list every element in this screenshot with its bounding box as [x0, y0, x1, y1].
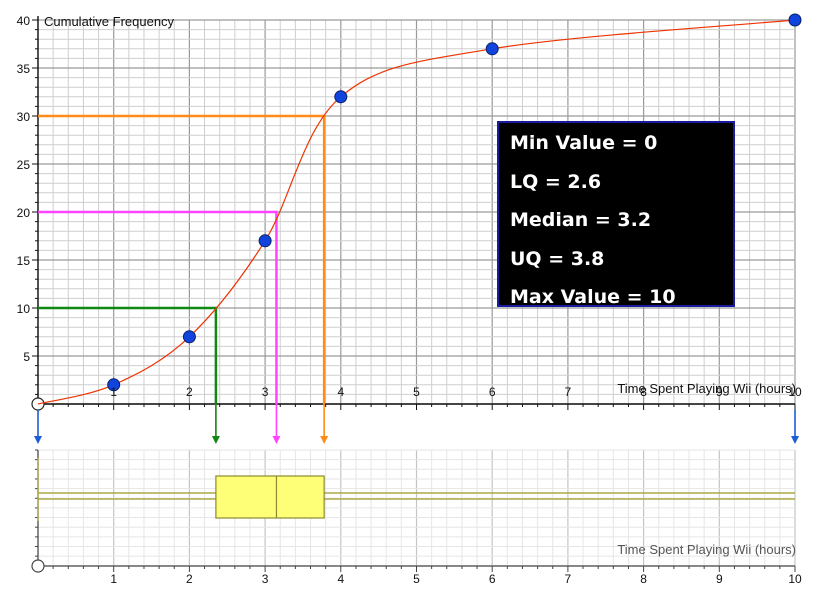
- data-point: [182, 330, 196, 344]
- x-tick-label-bottom: 2: [186, 572, 193, 586]
- x-tick-label-bottom: 3: [262, 572, 269, 586]
- stat-min: Min Value = 0: [510, 132, 658, 154]
- data-point: [485, 42, 499, 56]
- box-plot: [37, 458, 795, 521]
- cumulative-curve: [37, 19, 796, 405]
- y-tick-label: 30: [17, 110, 31, 124]
- data-point: [788, 13, 802, 27]
- x-tick-label-top: 3: [262, 385, 269, 399]
- y-axis-label: Cumulative Frequency: [44, 14, 175, 29]
- statistics-panel: Min Value = 0 LQ = 2.6 Median = 3.2 UQ =…: [497, 121, 735, 308]
- data-point: [107, 378, 121, 392]
- y-tick-label: 35: [17, 62, 31, 76]
- y-tick-label: 20: [17, 206, 31, 220]
- x-tick-label-top: 7: [565, 385, 572, 399]
- guide-arrow: [272, 436, 281, 444]
- x-tick-label-top: 6: [489, 385, 496, 399]
- origin-marker-bottom: [31, 559, 45, 573]
- x-axis-label-top: Time Spent Playing Wii (hours): [617, 381, 796, 396]
- end-arrow: [791, 436, 799, 444]
- guide-arrow: [211, 436, 220, 444]
- guide-line: [38, 210, 278, 404]
- x-tick-label-bottom: 9: [716, 572, 723, 586]
- y-tick-label: 25: [17, 158, 31, 172]
- x-tick-label-bottom: 4: [337, 572, 344, 586]
- x-tick-label-top: 2: [186, 385, 193, 399]
- x-tick-label-bottom: 1: [110, 572, 117, 586]
- x-tick-label-bottom: 10: [788, 572, 802, 586]
- x-axis-label-bottom: Time Spent Playing Wii (hours): [617, 542, 796, 557]
- stat-median: Median = 3.2: [510, 209, 652, 231]
- y-tick-label: 40: [17, 14, 31, 28]
- x-tick-label-top: 8: [640, 385, 647, 399]
- x-tick-label-bottom: 8: [640, 572, 647, 586]
- guide-arrow: [320, 436, 329, 444]
- data-point: [258, 234, 272, 248]
- x-tick-label-top: 4: [337, 385, 344, 399]
- data-points: [107, 13, 802, 392]
- y-tick-label: 10: [17, 302, 31, 316]
- x-tick-label-top: 5: [413, 385, 420, 399]
- bottom-grid: [37, 449, 796, 567]
- stat-lq: LQ = 2.6: [510, 170, 602, 193]
- cumulative-curve-group: [37, 19, 796, 405]
- y-tick-label: 15: [17, 254, 31, 268]
- box: [215, 475, 325, 519]
- tick-labels: 1 2 3 4 5 6 7 8 9 10 5 10 15 20 25 30 35 40 1 2 3 4 5 6 7 8 9 10: [17, 14, 802, 586]
- end-arrow: [34, 436, 42, 444]
- y-tick-label: 5: [23, 350, 30, 364]
- stat-uq: UQ = 3.8: [510, 247, 605, 270]
- stat-max: Max Value = 10: [510, 286, 676, 308]
- x-tick-label-bottom: 6: [489, 572, 496, 586]
- data-point: [334, 90, 348, 104]
- x-tick-label-bottom: 5: [413, 572, 420, 586]
- x-tick-label-bottom: 7: [565, 572, 572, 586]
- x-tick-label-top: 1: [110, 385, 117, 399]
- x-tick-label-top: 10: [788, 385, 802, 399]
- x-tick-label-top: 9: [716, 385, 723, 399]
